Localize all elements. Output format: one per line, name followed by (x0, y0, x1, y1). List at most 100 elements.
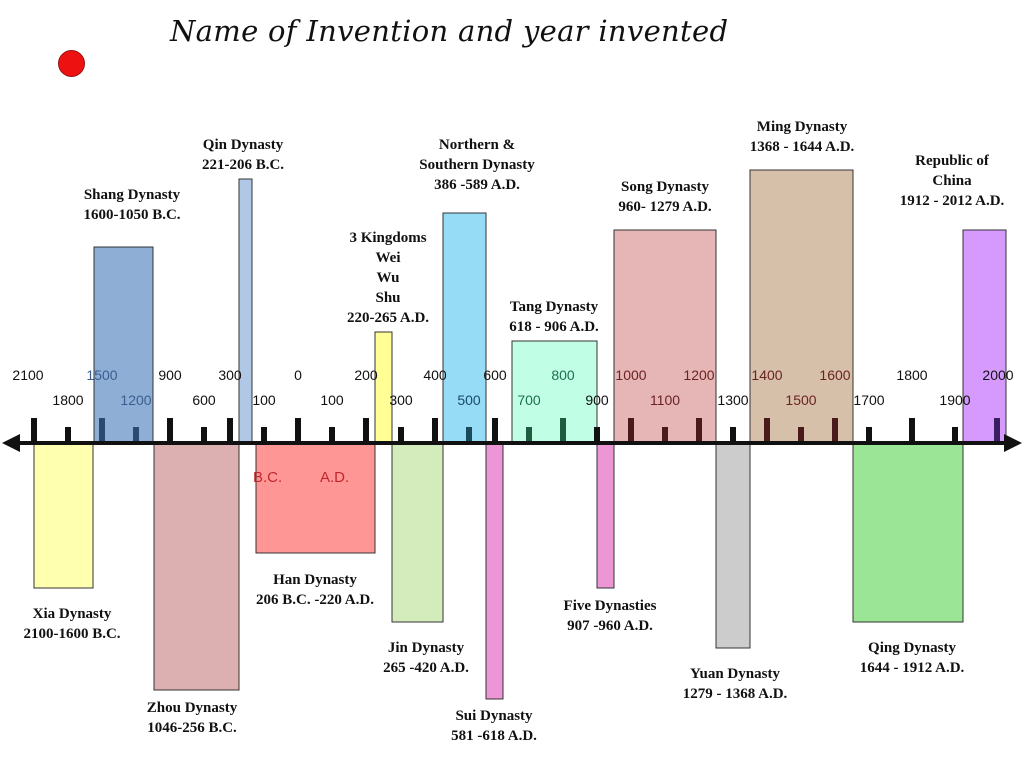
tick-label-top: 800 (551, 367, 575, 383)
bar-song-dynasty (613, 229, 717, 444)
tick-mark (133, 427, 139, 443)
era-label-bc: B.C. (253, 469, 283, 486)
tick-label-top: 0 (294, 367, 302, 383)
tick-mark (798, 427, 804, 443)
tick-mark (764, 418, 770, 443)
label-han-dynasty: Han Dynasty 206 B.C. -220 A.D. (256, 572, 374, 608)
tick-label-top: 300 (218, 367, 242, 383)
label-ming-dynasty: Ming Dynasty 1368 - 1644 A.D. (749, 119, 855, 155)
tick-mark (432, 418, 438, 443)
tick-label-top: 900 (158, 367, 182, 383)
bar-3-kingdoms (374, 331, 393, 444)
bar-republic-of (962, 229, 1007, 444)
tick-label-bottom: 100 (252, 392, 276, 408)
tick-label-bottom: 1700 (853, 392, 884, 408)
tick-label-bottom: 1300 (717, 392, 748, 408)
axis-tick-labels: 2100 1500 900 300 0 200 400 600 800 1000 1200 1400 1… (12, 367, 1013, 408)
bar-northern (442, 212, 487, 444)
tick-mark (560, 418, 566, 443)
tick-mark (866, 427, 872, 443)
bar-qing-dynasty (852, 442, 964, 623)
tick-mark (696, 418, 702, 443)
tick-mark (31, 418, 37, 443)
label-yuan-dynasty: Yuan Dynasty 1279 - 1368 A.D. (682, 666, 788, 702)
tick-label-bottom: 600 (192, 392, 216, 408)
tick-mark (201, 427, 207, 443)
axis-tick-marks (31, 418, 1000, 443)
tick-mark (99, 418, 105, 443)
tick-label-top: 2000 (982, 367, 1013, 383)
bars-above-axis (93, 169, 1007, 444)
label-qing-dynasty: Qing Dynasty 1644 - 1912 A.D. (859, 640, 965, 676)
tick-label-top: 1500 (86, 367, 117, 383)
tick-label-top: 1600 (819, 367, 850, 383)
tick-label-top: 1800 (896, 367, 927, 383)
label-song-dynasty: Song Dynasty 960- 1279 A.D. (618, 179, 712, 215)
tick-mark (167, 418, 173, 443)
bar-xia-dynasty (33, 442, 94, 589)
label-sui-dynasty: Sui Dynasty 581 -618 A.D. (451, 708, 537, 744)
tick-label-top: 600 (483, 367, 507, 383)
tick-label-top: 1200 (683, 367, 714, 383)
label-five-dynasties: Five Dynasties 907 -960 A.D. (563, 598, 657, 634)
tick-label-bottom: 700 (517, 392, 541, 408)
bar-jin-dynasty (391, 442, 444, 623)
tick-mark (329, 427, 335, 443)
bar-han-dynasty (255, 442, 376, 554)
tick-label-top: 400 (423, 367, 447, 383)
tick-mark (398, 427, 404, 443)
tick-mark (261, 427, 267, 443)
red-dot-marker (58, 50, 85, 77)
label-xia-dynasty: Xia Dynasty 2100-1600 B.C. (23, 606, 121, 642)
tick-label-bottom: 300 (389, 392, 413, 408)
tick-mark (628, 418, 634, 443)
label-tang-dynasty: Tang Dynasty 618 - 906 A.D. (509, 299, 599, 335)
tick-label-bottom: 1500 (785, 392, 816, 408)
label-jin-dynasty: Jin Dynasty 265 -420 A.D. (383, 640, 469, 676)
tick-label-top: 2100 (12, 367, 43, 383)
tick-label-bottom: 500 (457, 392, 481, 408)
tick-mark (466, 427, 472, 443)
label-three-kingdoms: 3 Kingdoms Wei Wu Shu 220-265 A.D. (346, 230, 430, 326)
tick-mark (363, 418, 369, 443)
bar-shang-dynasty (93, 246, 154, 444)
tick-label-bottom: 1800 (52, 392, 83, 408)
tick-mark (492, 418, 498, 443)
bar-five-dynasties (596, 442, 615, 589)
tick-label-top: 1000 (615, 367, 646, 383)
tick-label-bottom: 1100 (650, 392, 680, 408)
bar-ming-dynasty (749, 169, 854, 444)
bar-sui-dynasty (485, 442, 504, 700)
slide-title: Name of Invention and year invented (170, 14, 729, 48)
bar-qin-dynasty (238, 178, 253, 444)
tick-mark (662, 427, 668, 443)
tick-mark (952, 427, 958, 443)
label-shang-dynasty: Shang Dynasty 1600-1050 B.C. (83, 187, 181, 223)
tick-mark (526, 427, 532, 443)
bars-below-axis (33, 442, 964, 700)
bar-yuan-dynasty (715, 442, 751, 649)
axis-right-arrow-icon (1004, 434, 1022, 452)
tick-mark (65, 427, 71, 443)
tick-label-top: 1400 (751, 367, 782, 383)
label-zhou-dynasty: Zhou Dynasty 1046-256 B.C. (146, 700, 238, 736)
tick-mark (832, 418, 838, 443)
tick-label-bottom: 900 (585, 392, 609, 408)
bar-zhou-dynasty (153, 442, 240, 691)
tick-mark (909, 418, 915, 443)
label-northern-southern-dynasty: Northern & Southern Dynasty 386 -589 A.D. (419, 137, 535, 193)
tick-label-bottom: 1200 (120, 392, 151, 408)
tick-mark (594, 427, 600, 443)
tick-label-bottom: 1900 (939, 392, 970, 408)
label-qin-dynasty: Qin Dynasty 221-206 B.C. (201, 137, 285, 173)
label-republic-of-china: Republic of China 1912 - 2012 A.D. (899, 153, 1005, 209)
tick-mark (994, 418, 1000, 443)
tick-mark (295, 418, 301, 443)
tick-mark (227, 418, 233, 443)
axis-left-arrow-icon (2, 434, 20, 452)
tick-mark (730, 427, 736, 443)
tick-label-bottom: 100 (320, 392, 344, 408)
era-label-ad: A.D. (320, 469, 350, 486)
